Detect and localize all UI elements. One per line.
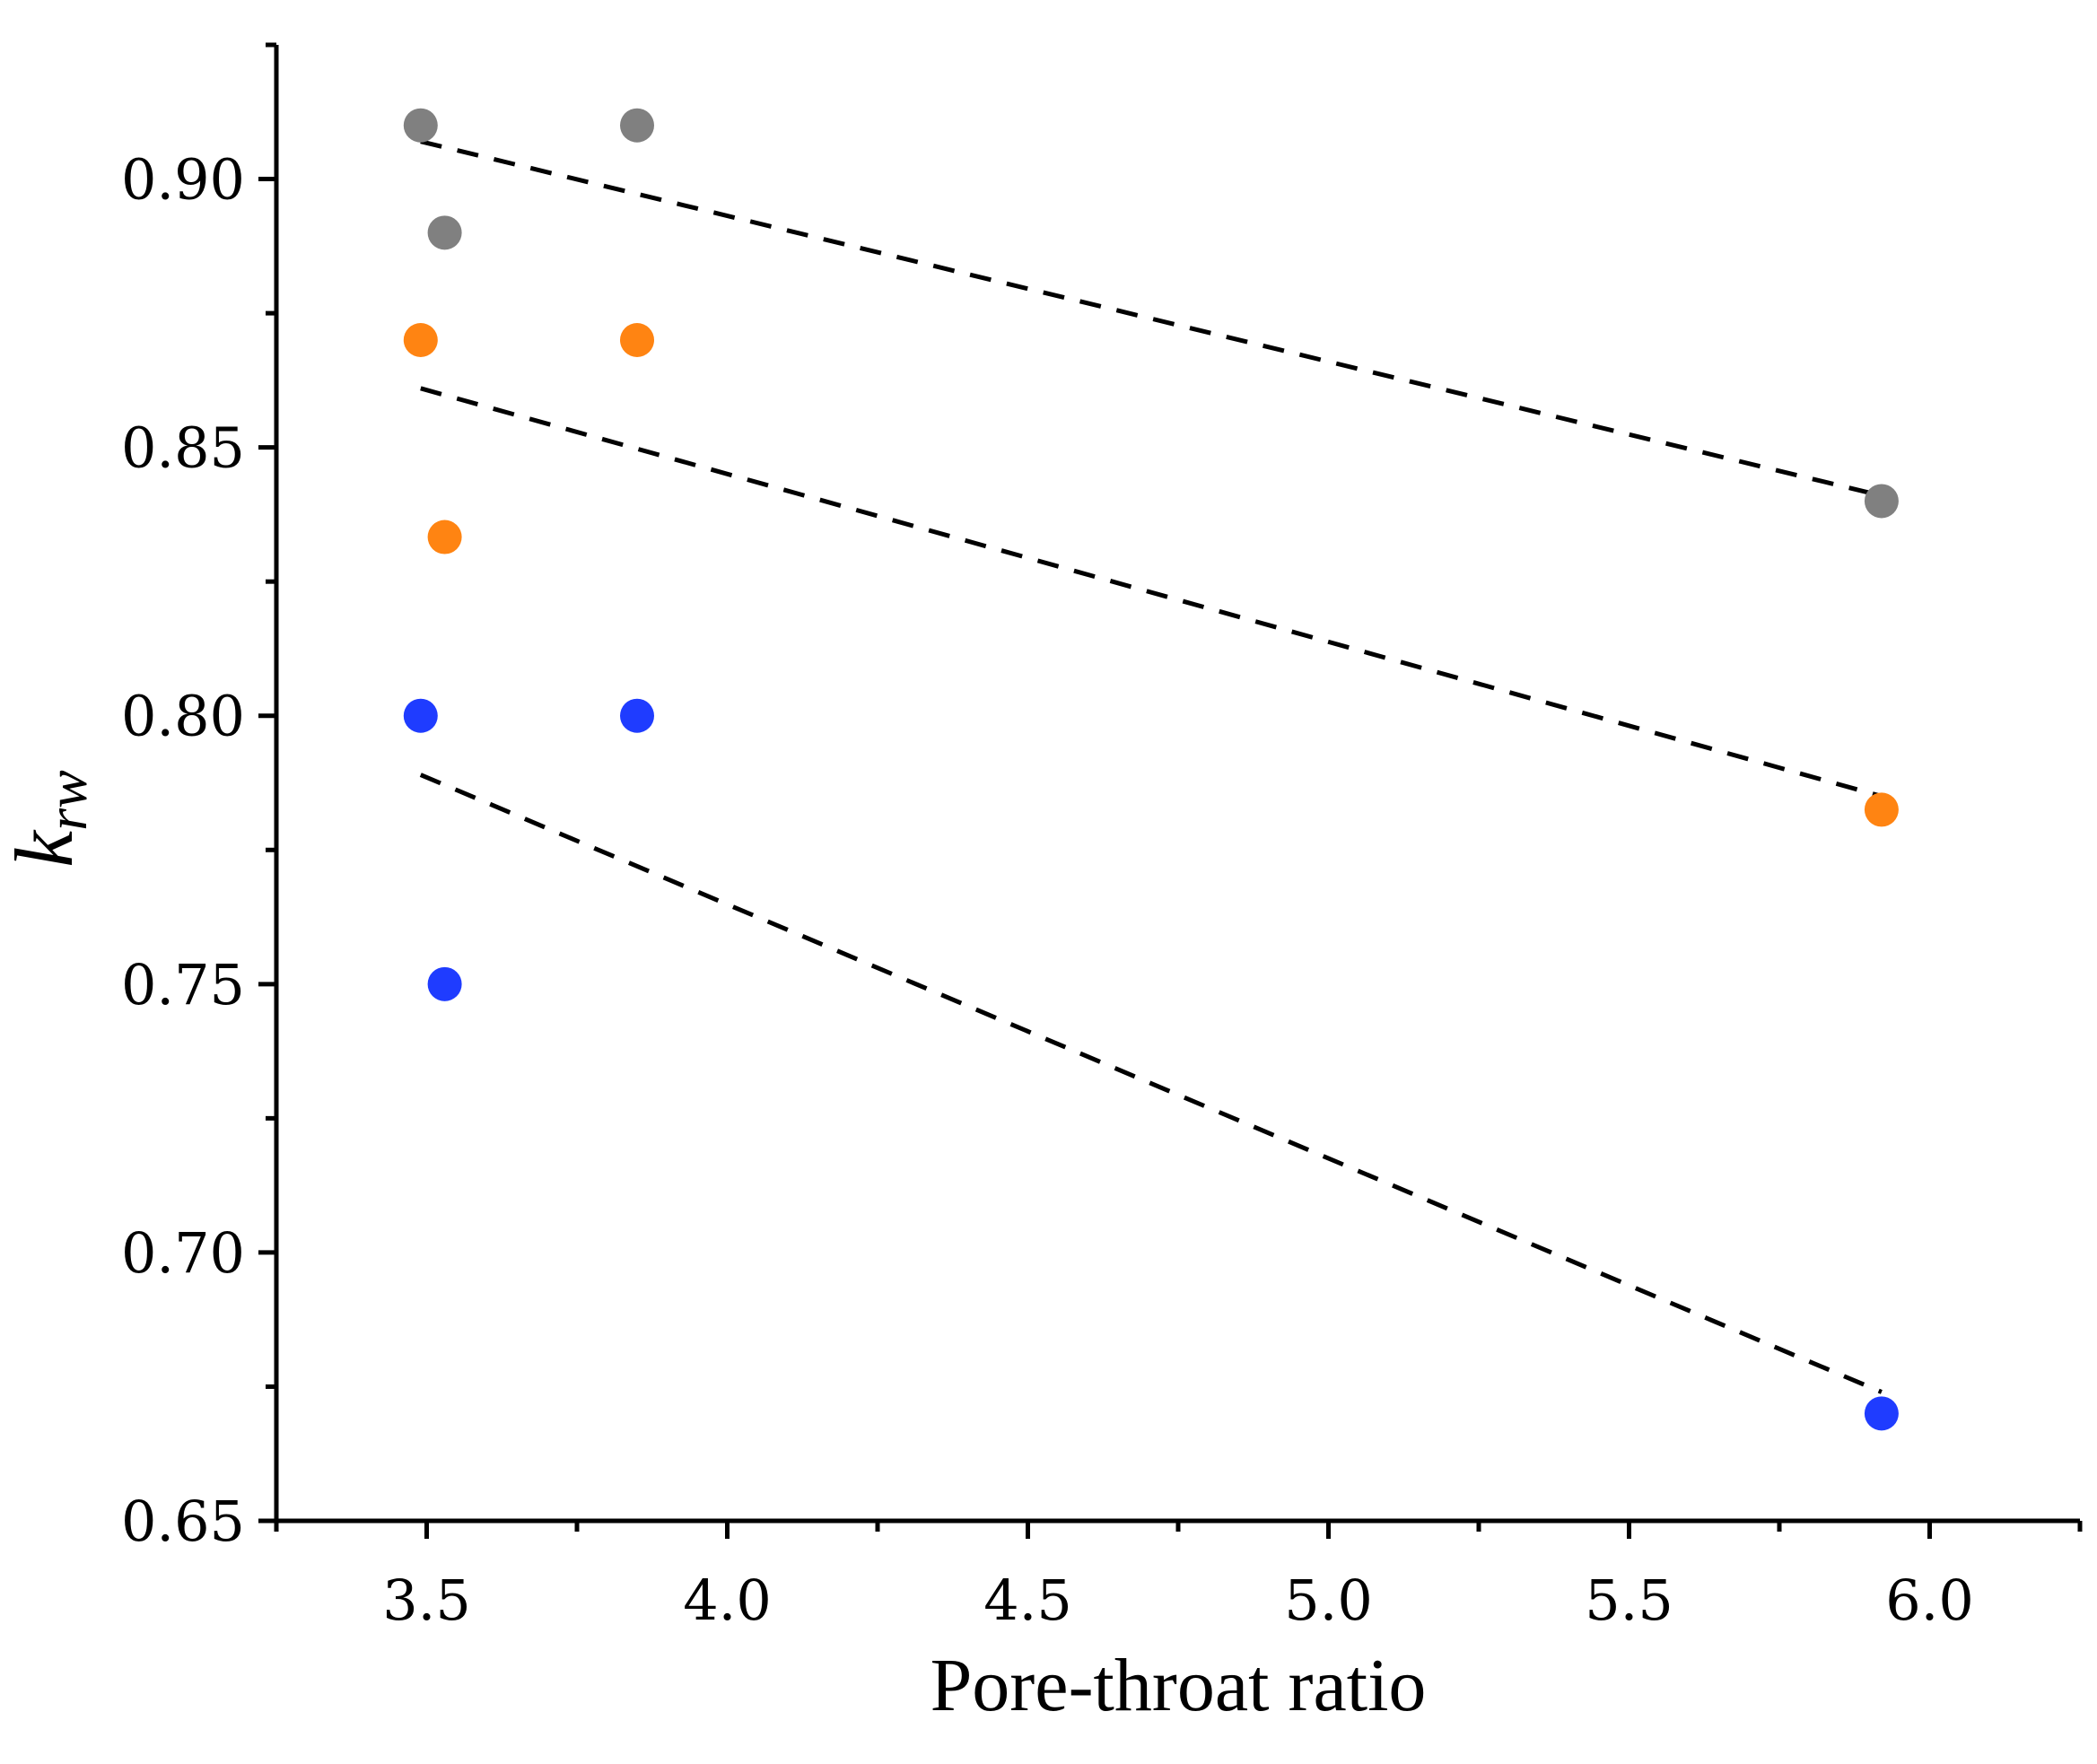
trend-lines — [419, 139, 1883, 1394]
data-point-orange — [1864, 792, 1899, 827]
y-axis-title: krw — [0, 770, 99, 868]
data-point-orange — [620, 323, 654, 357]
trend-line-blue — [419, 773, 1883, 1394]
y-axis-title-main: k — [0, 829, 90, 868]
data-point-gray — [1864, 484, 1899, 519]
x-tick-label: 5.5 — [1585, 1568, 1673, 1633]
y-tick-label: 0.65 — [121, 1489, 245, 1554]
trend-line-gray — [420, 139, 1883, 498]
data-point-gray — [427, 215, 462, 250]
data-point-gray — [403, 108, 438, 143]
y-tick-label: 0.85 — [121, 415, 245, 481]
data-points — [403, 108, 1899, 1431]
x-axis-title: Pore-throat ratio — [931, 1644, 1427, 1727]
data-point-blue — [620, 698, 654, 733]
y-axis-title-subscript: rw — [35, 770, 99, 831]
data-point-gray — [620, 108, 654, 143]
x-tick-label: 4.5 — [983, 1568, 1072, 1633]
y-tick-label: 0.80 — [121, 684, 245, 749]
y-tick-label: 0.70 — [121, 1220, 245, 1286]
x-tick-label: 6.0 — [1885, 1568, 1974, 1633]
y-tick-label: 0.75 — [121, 952, 245, 1017]
x-tick-label: 5.0 — [1284, 1568, 1373, 1633]
trend-line-orange — [420, 386, 1883, 799]
x-tick-label: 3.5 — [382, 1568, 471, 1633]
y-tick-label: 0.90 — [121, 147, 245, 213]
data-point-blue — [1864, 1396, 1899, 1431]
data-point-orange — [427, 520, 462, 555]
x-tick-label: 4.0 — [683, 1568, 772, 1633]
data-point-orange — [403, 323, 438, 357]
axes: 3.5 4.0 4.5 5.0 5.5 6.0 0.65 0.70 0.75 0.80 0.85 0.… — [121, 42, 2083, 1633]
data-point-blue — [403, 698, 438, 733]
data-point-blue — [427, 966, 462, 1001]
